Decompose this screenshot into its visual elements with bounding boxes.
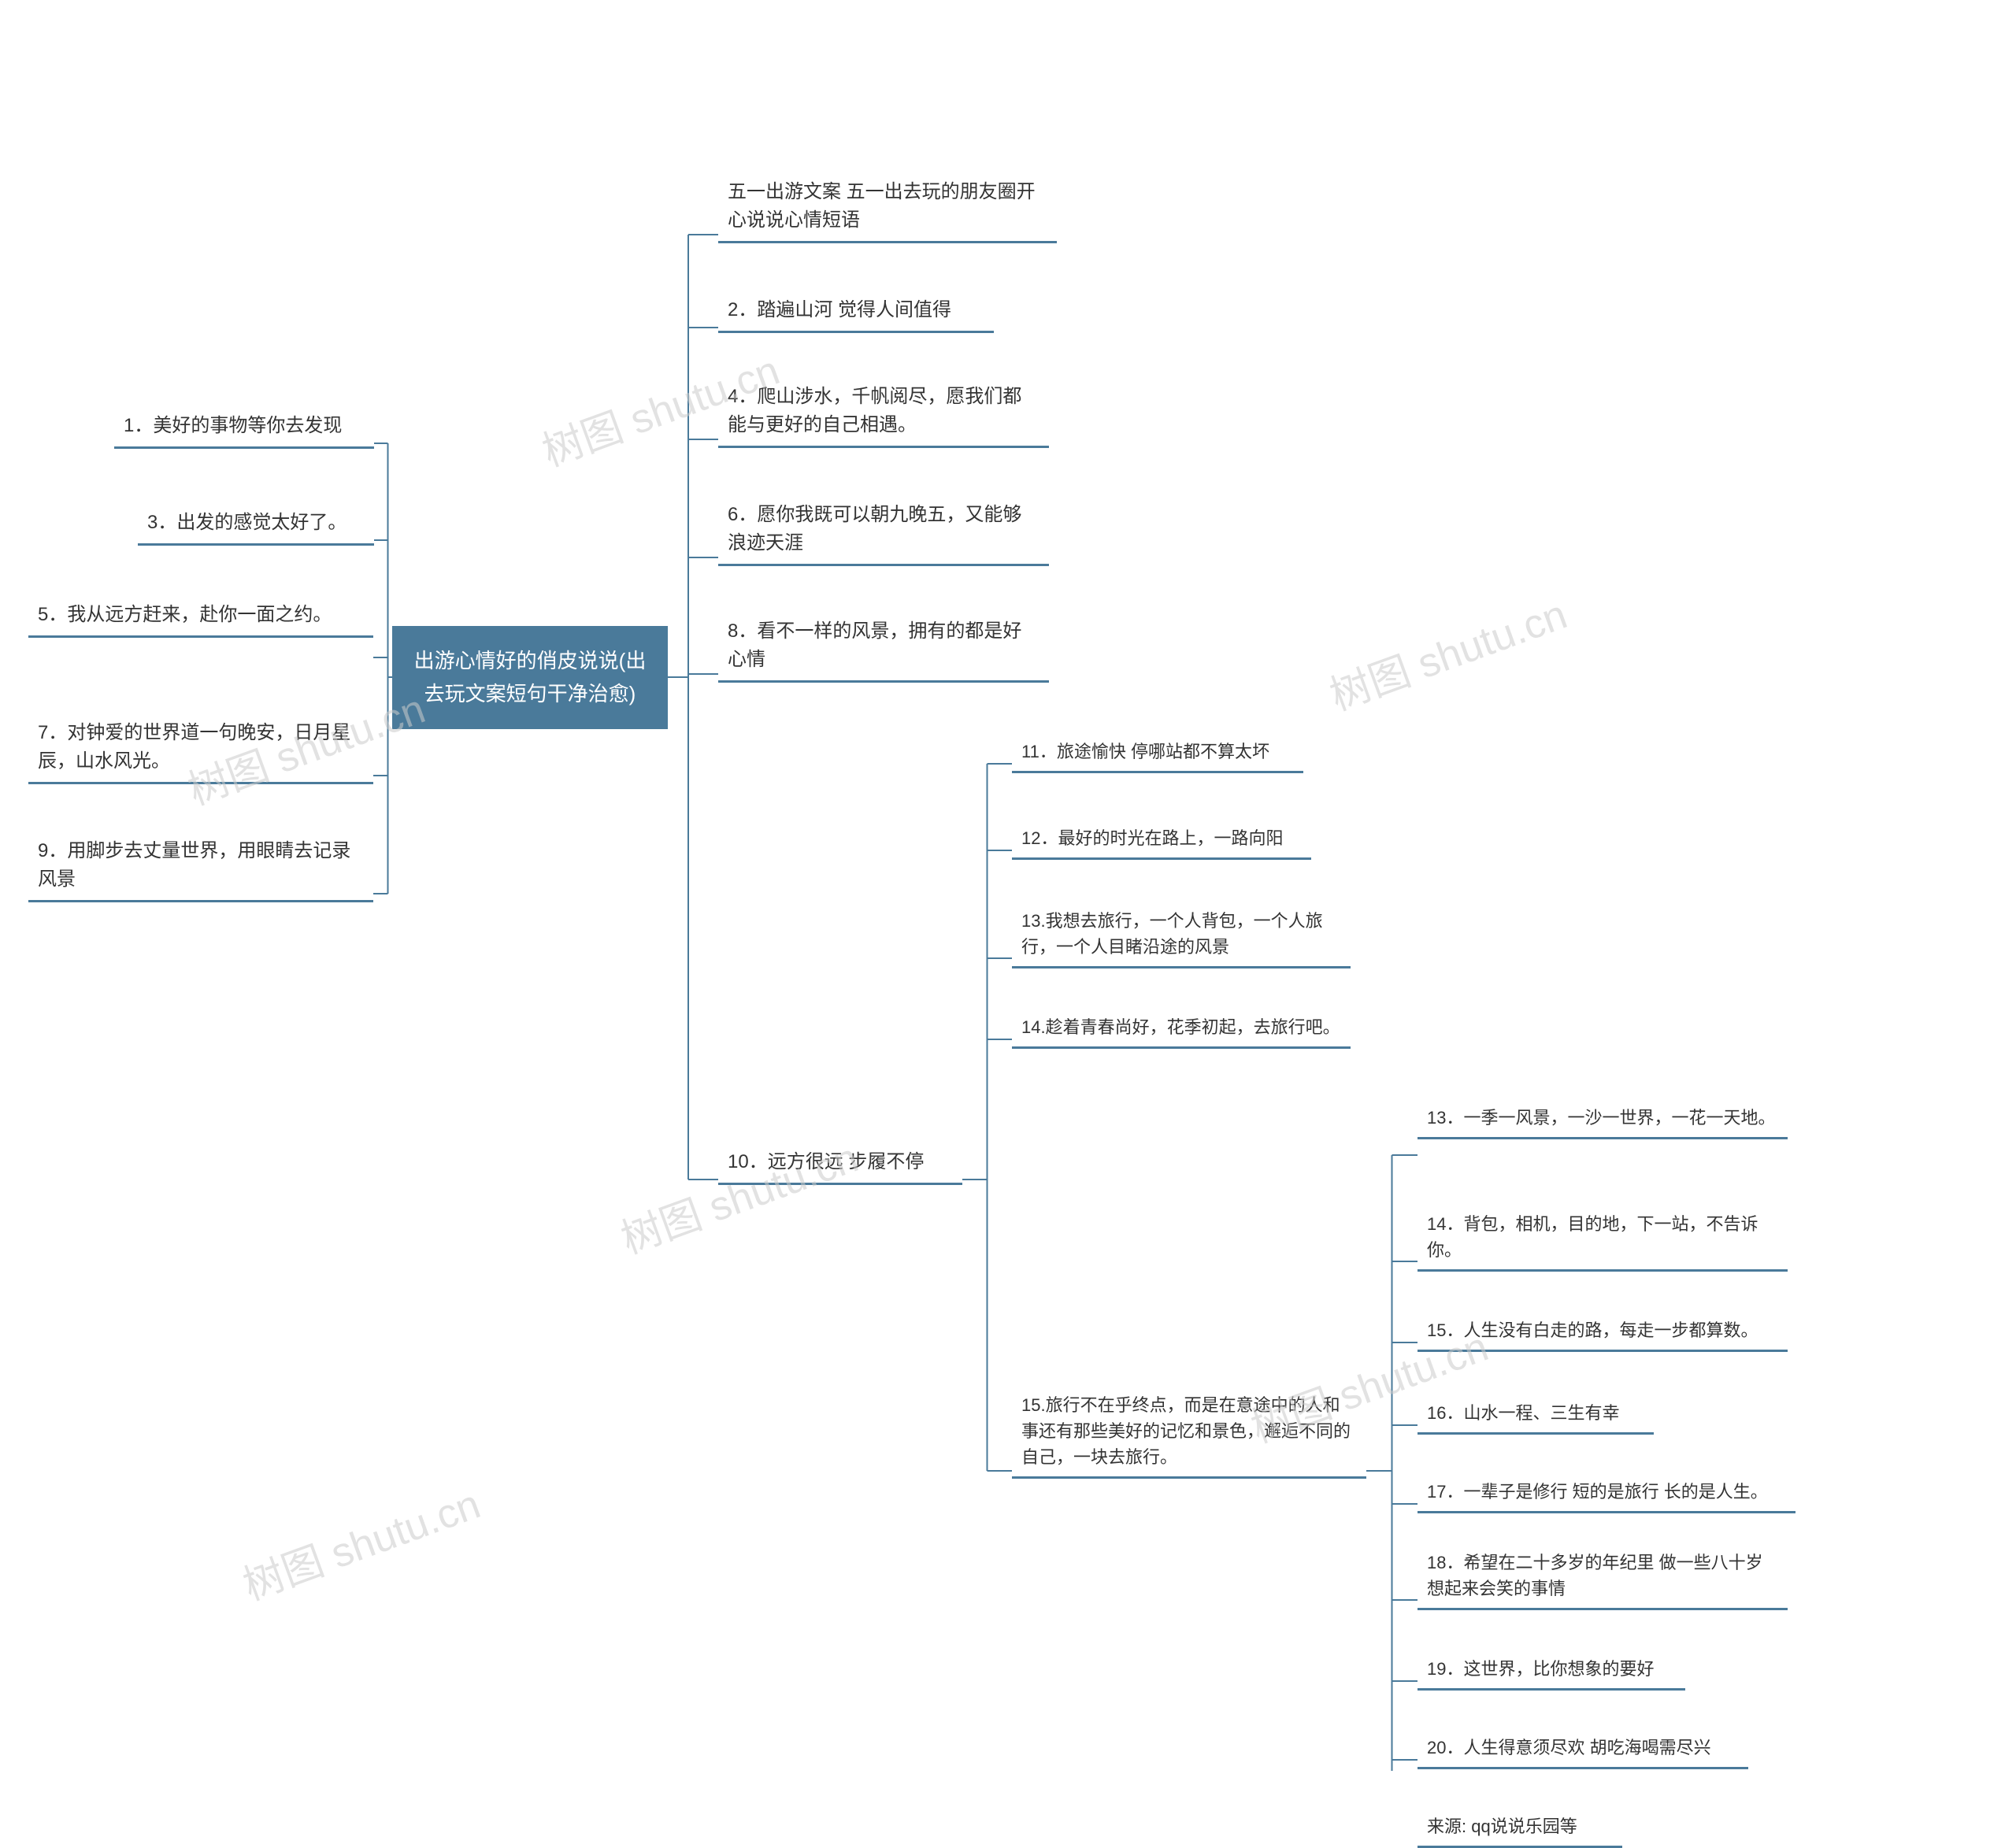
mindmap-node: 14．背包，相机，目的地，下一站，不告诉你。 (1418, 1205, 1788, 1272)
mindmap-node: 10．远方很远 步履不停 (718, 1142, 962, 1185)
mindmap-node: 13．一季一风景，一沙一世界，一花一天地。 (1418, 1098, 1788, 1139)
mindmap-node: 12．最好的时光在路上，一路向阳 (1012, 819, 1311, 860)
mindmap-node: 17．一辈子是修行 短的是旅行 长的是人生。 (1418, 1472, 1796, 1513)
mindmap-node: 7．对钟爱的世界道一句晚安，日月星辰，山水风光。 (28, 713, 373, 784)
mindmap-node: 5．我从远方赶来，赴你一面之约。 (28, 594, 373, 638)
mindmap-node: 来源: qq说说乐园等 (1418, 1807, 1622, 1848)
mindmap-node: 13.我想去旅行，一个人背包，一个人旅行，一个人目睹沿途的风景 (1012, 902, 1351, 968)
mindmap-node: 9．用脚步去丈量世界，用眼睛去记录风景 (28, 831, 373, 902)
mindmap-node: 3．出发的感觉太好了。 (138, 502, 374, 546)
mindmap-node: 19．这世界，比你想象的要好 (1418, 1650, 1685, 1691)
mindmap-node: 18．希望在二十多岁的年纪里 做一些八十岁想起来会笑的事情 (1418, 1543, 1788, 1610)
mindmap-node: 16．山水一程、三生有幸 (1418, 1394, 1654, 1435)
mindmap-node: 五一出游文案 五一出去玩的朋友圈开心说说心情短语 (718, 172, 1057, 243)
mindmap-node: 6．愿你我既可以朝九晚五，又能够浪迹天涯 (718, 494, 1049, 566)
mindmap-node: 11．旅途愉快 停哪站都不算太坏 (1012, 732, 1303, 773)
watermark: 树图 shutu.cn (234, 1471, 487, 1611)
root-node: 出游心情好的俏皮说说(出去玩文案短句干净治愈) (392, 626, 668, 729)
mindmap-node: 15．人生没有白走的路，每走一步都算数。 (1418, 1311, 1788, 1352)
watermark: 树图 shutu.cn (1321, 581, 1574, 721)
mindmap-node: 2．踏遍山河 觉得人间值得 (718, 290, 994, 333)
mindmap-node: 14.趁着青春尚好，花季初起，去旅行吧。 (1012, 1008, 1351, 1049)
mindmap-node: 4．爬山涉水，千帆阅尽，愿我们都能与更好的自己相遇。 (718, 376, 1049, 448)
mindmap-node: 8．看不一样的风景，拥有的都是好心情 (718, 611, 1049, 683)
mindmap-node: 20．人生得意须尽欢 胡吃海喝需尽兴 (1418, 1728, 1748, 1769)
mindmap-node: 15.旅行不在乎终点，而是在意途中的人和事还有那些美好的记忆和景色，邂逅不同的自… (1012, 1386, 1366, 1479)
mindmap-node: 1．美好的事物等你去发现 (114, 406, 374, 449)
